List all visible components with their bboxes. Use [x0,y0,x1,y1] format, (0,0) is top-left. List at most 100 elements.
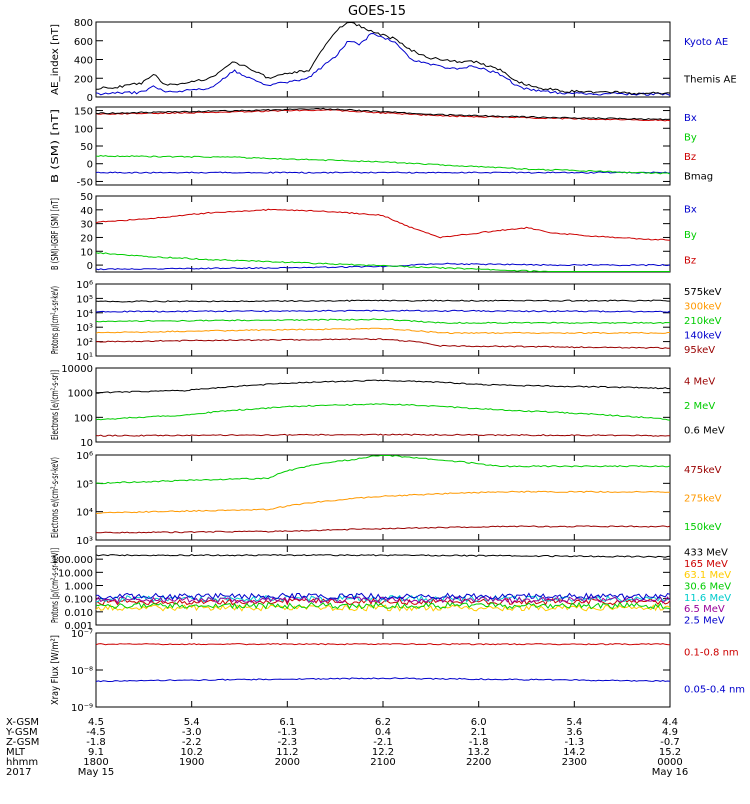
y-axis-label: B (SM) [nT] [50,109,61,183]
series-line [95,252,670,273]
y-tick-label: 200 [74,74,93,85]
x-tick-label: 0.4 [375,727,391,738]
y-tick-label: 10⁶ [76,280,93,291]
series-line [95,603,671,612]
series-line [95,554,671,558]
x-row-label: hhmm [6,757,38,768]
y-tick-label: 0.100 [64,595,93,606]
y-axis-label: Electrons e/(cm²-s-sr-keV) [50,457,61,538]
y-tick-label: 10⁻⁹ [71,703,93,714]
x-tick-label: 9.1 [88,747,104,758]
legend-entry: 95keV [684,345,715,356]
x-tick-label: 11.2 [276,747,298,758]
x-tick-label: -3.0 [182,727,202,738]
legend-entry: Bz [684,152,696,163]
legend-entry: 0.05-0.4 nm [684,685,745,696]
x-tick-label: 1900 [179,757,204,768]
y-tick-label: 400 [74,56,93,67]
y-tick-label: 1000 [68,389,93,400]
series-line [95,490,671,515]
series-line [95,601,671,610]
x-tick-label: -4.5 [86,727,106,738]
series-line [95,525,671,534]
x-tick-label: 14.2 [563,747,585,758]
y-tick-label: 10 [80,247,93,258]
series-line [95,208,671,241]
panel-frame [95,454,671,541]
y-tick-label: 600 [74,37,93,48]
legend-entry: Bz [684,255,696,266]
legend-entry: 275keV [684,494,722,505]
legend-entry: 63.1 MeV [684,570,731,581]
series-line [95,597,671,606]
series-line [95,32,671,96]
x-tick-label: May 16 [652,767,689,778]
legend-entry: 2.5 MeV [684,615,725,626]
legend-entry: 150keV [684,522,722,533]
y-axis-label: Electrons [e/(cm²-s-sr)] [50,370,61,440]
x-tick-label: 6.1 [279,717,295,728]
chart-title: GOES-15 [348,4,406,19]
panel-frame [95,106,671,186]
y-tick-label: 1.000 [64,582,93,593]
y-axis-label: B (SM)-IGRF (SM) [nT] [50,198,61,270]
x-tick-label: -0.7 [660,737,680,748]
x-tick-label: -1.8 [86,737,106,748]
series-line [95,596,671,604]
legend-entry: 6.5 MeV [684,604,725,615]
panel-frame [95,367,671,443]
legend-entry: 4 MeV [684,376,715,387]
x-tick-label: 4.9 [662,727,678,738]
y-tick-label: -50 [77,177,93,188]
y-tick-label: 50 [80,192,93,203]
x-tick-label: 3.6 [566,727,582,738]
series-line [95,379,671,394]
y-tick-label: 100 [74,413,93,424]
y-tick-label: 50 [80,142,93,153]
x-tick-label: 10.2 [181,747,203,758]
legend-entry: 30.6 MeV [684,582,731,593]
y-tick-label: 30 [80,220,93,231]
legend-entry: 475keV [684,465,722,476]
x-tick-label: -1.3 [565,737,585,748]
y-tick-label: 10⁴ [76,309,93,320]
legend-entry: 210keV [684,316,722,327]
x-tick-label: -2.2 [182,737,202,748]
series-line [95,677,671,683]
legend-entry: Kyoto AE [684,37,728,48]
legend-entry: 0.1-0.8 nm [684,648,739,659]
x-row-label: X-GSM [6,717,39,728]
x-tick-label: 2200 [466,757,491,768]
y-tick-label: 100.000 [52,555,93,566]
x-tick-label: 5.4 [184,717,200,728]
x-tick-label: 6.0 [471,717,487,728]
legend-entry: Bx [684,113,697,124]
legend-entry: 140keV [684,330,722,341]
y-tick-label: 10² [76,338,93,349]
y-tick-label: 10⁵ [76,294,93,305]
y-tick-label: 10¹ [76,352,93,363]
y-tick-label: 10³ [76,536,93,547]
legend-entry: 11.6 MeV [684,593,731,604]
legend-entry: By [684,132,697,143]
y-tick-label: 10⁻⁸ [71,666,93,677]
legend-entry: 300keV [684,302,722,313]
y-tick-label: 40 [80,206,93,217]
x-tick-label: 13.2 [468,747,490,758]
y-tick-label: 10⁴ [76,508,93,519]
y-tick-label: 0 [87,93,93,104]
y-tick-label: 800 [74,18,93,29]
legend-entry: 165 MeV [684,559,728,570]
x-tick-label: 12.2 [372,747,394,758]
y-tick-label: 0 [87,160,93,171]
legend-entry: 575keV [684,287,722,298]
x-row-label: 2017 [6,767,31,778]
y-tick-label: 10000 [61,364,93,375]
series-line [95,643,671,646]
x-tick-label: 1800 [83,757,108,768]
x-tick-label: -1.3 [278,727,298,738]
x-row-label: Y-GSM [5,727,38,738]
series-line [95,299,670,303]
legend-entry: 0.6 MeV [684,426,725,437]
